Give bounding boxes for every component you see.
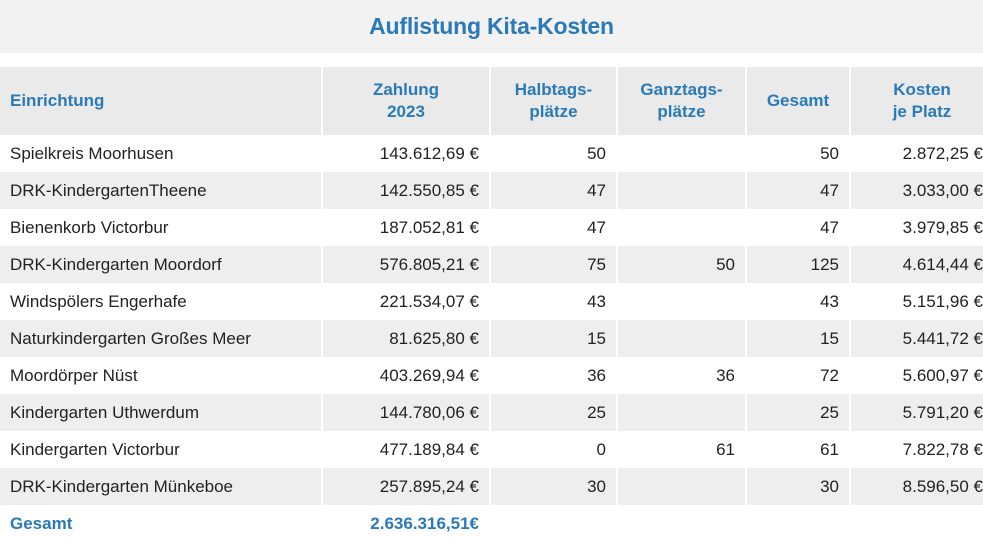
- page-title: Auflistung Kita-Kosten: [369, 13, 614, 39]
- spacer: [0, 53, 983, 67]
- cell-gesamt: 125: [747, 246, 849, 283]
- cell-ganztagsplaetze: [618, 320, 745, 357]
- cell-zahlung: 81.625,80 €: [323, 320, 489, 357]
- cell-gesamt: 25: [747, 394, 849, 431]
- cell-gesamt: 50: [747, 135, 849, 172]
- cell-halbtagsplaetze: 36: [491, 357, 616, 394]
- table-row: Windspölers Engerhafe 221.534,07 €43 43 5.1…: [0, 283, 983, 320]
- table-row: Kindergarten Victorbur 477.189,84 €0 61 61 7…: [0, 431, 983, 468]
- cell-zahlung: 477.189,84 €: [323, 431, 489, 468]
- cell-halbtagsplaetze: 30: [491, 468, 616, 505]
- title-bar: Auflistung Kita-Kosten: [0, 0, 983, 53]
- table-row: DRK-KindergartenTheene 142.550,85 €47 47 3.…: [0, 172, 983, 209]
- cell-zahlung: 576.805,21 €: [323, 246, 489, 283]
- table-row: Bienenkorb Victorbur 187.052,81 €47 47 3.97…: [0, 209, 983, 246]
- cell-einrichtung: Kindergarten Victorbur: [0, 431, 321, 468]
- cell-halbtagsplaetze: 0: [491, 431, 616, 468]
- cell-gesamt: 72: [747, 357, 849, 394]
- cell-zahlung: 142.550,85 €: [323, 172, 489, 209]
- table-row: Naturkindergarten Großes Meer 81.625,80 €…: [0, 320, 983, 357]
- cell-gesamt: 61: [747, 431, 849, 468]
- cell-kosten-je-platz: 5.600,97 €: [851, 357, 983, 394]
- cell-zahlung: 187.052,81 €: [323, 209, 489, 246]
- total-empty-cell: [618, 505, 745, 542]
- total-empty-cell: [491, 505, 616, 542]
- cell-einrichtung: Kindergarten Uthwerdum: [0, 394, 321, 431]
- cell-gesamt: 30: [747, 468, 849, 505]
- cell-ganztagsplaetze: [618, 172, 745, 209]
- cell-kosten-je-platz: 4.614,44 €: [851, 246, 983, 283]
- table-row: Spielkreis Moorhusen 143.612,69 €50 50 2.87…: [0, 135, 983, 172]
- column-header-halbtagsplaetze: Halbtags-plätze: [491, 67, 616, 135]
- cell-kosten-je-platz: 8.596,50 €: [851, 468, 983, 505]
- cell-einrichtung: DRK-Kindergarten Moordorf: [0, 246, 321, 283]
- cell-halbtagsplaetze: 50: [491, 135, 616, 172]
- total-label: Gesamt: [0, 505, 321, 542]
- cell-ganztagsplaetze: 61: [618, 431, 745, 468]
- table-header-row: Einrichtung Zahlung 2023 Halbtags-plätze …: [0, 67, 983, 135]
- table-row: Moordörper Nüst 403.269,94 €36 36 72 5.600,9…: [0, 357, 983, 394]
- column-header-gesamt: Gesamt: [747, 67, 849, 135]
- table-row: DRK-Kindergarten Münkeboe 257.895,24 €30 3…: [0, 468, 983, 505]
- cell-gesamt: 47: [747, 209, 849, 246]
- column-header-zahlung: Zahlung 2023: [323, 67, 489, 135]
- total-row: Gesamt 2.636.316,51€: [0, 505, 983, 542]
- cell-gesamt: 15: [747, 320, 849, 357]
- cell-ganztagsplaetze: [618, 283, 745, 320]
- cell-gesamt: 43: [747, 283, 849, 320]
- kita-kosten-table: Einrichtung Zahlung 2023 Halbtags-plätze …: [0, 67, 983, 542]
- column-header-ganztagsplaetze: Ganztags-plätze: [618, 67, 745, 135]
- cell-ganztagsplaetze: 50: [618, 246, 745, 283]
- cell-zahlung: 143.612,69 €: [323, 135, 489, 172]
- cell-kosten-je-platz: 3.979,85 €: [851, 209, 983, 246]
- cell-kosten-je-platz: 5.151,96 €: [851, 283, 983, 320]
- cell-einrichtung: Naturkindergarten Großes Meer: [0, 320, 321, 357]
- total-empty-cell: [747, 505, 849, 542]
- cell-einrichtung: DRK-KindergartenTheene: [0, 172, 321, 209]
- cell-ganztagsplaetze: [618, 394, 745, 431]
- column-header-einrichtung: Einrichtung: [0, 67, 321, 135]
- cell-ganztagsplaetze: [618, 135, 745, 172]
- cell-ganztagsplaetze: [618, 209, 745, 246]
- cell-einrichtung: Windspölers Engerhafe: [0, 283, 321, 320]
- cell-einrichtung: DRK-Kindergarten Münkeboe: [0, 468, 321, 505]
- cell-ganztagsplaetze: [618, 468, 745, 505]
- total-zahlung: 2.636.316,51€: [323, 505, 489, 542]
- cell-einrichtung: Bienenkorb Victorbur: [0, 209, 321, 246]
- cell-ganztagsplaetze: 36: [618, 357, 745, 394]
- cell-halbtagsplaetze: 47: [491, 172, 616, 209]
- cell-kosten-je-platz: 3.033,00 €: [851, 172, 983, 209]
- cell-gesamt: 47: [747, 172, 849, 209]
- cell-halbtagsplaetze: 47: [491, 209, 616, 246]
- total-empty-cell: [851, 505, 983, 542]
- column-header-kosten-je-platz: Kosten je Platz: [851, 67, 983, 135]
- cell-kosten-je-platz: 5.441,72 €: [851, 320, 983, 357]
- table-row: Kindergarten Uthwerdum 144.780,06 €25 25 5.…: [0, 394, 983, 431]
- cell-zahlung: 257.895,24 €: [323, 468, 489, 505]
- cell-zahlung: 221.534,07 €: [323, 283, 489, 320]
- cell-halbtagsplaetze: 75: [491, 246, 616, 283]
- cell-halbtagsplaetze: 25: [491, 394, 616, 431]
- cell-zahlung: 403.269,94 €: [323, 357, 489, 394]
- cell-kosten-je-platz: 5.791,20 €: [851, 394, 983, 431]
- cell-kosten-je-platz: 2.872,25 €: [851, 135, 983, 172]
- table-row: DRK-Kindergarten Moordorf 576.805,21 €75 5…: [0, 246, 983, 283]
- cell-halbtagsplaetze: 15: [491, 320, 616, 357]
- cell-einrichtung: Spielkreis Moorhusen: [0, 135, 321, 172]
- cell-halbtagsplaetze: 43: [491, 283, 616, 320]
- cell-kosten-je-platz: 7.822,78 €: [851, 431, 983, 468]
- cell-zahlung: 144.780,06 €: [323, 394, 489, 431]
- cell-einrichtung: Moordörper Nüst: [0, 357, 321, 394]
